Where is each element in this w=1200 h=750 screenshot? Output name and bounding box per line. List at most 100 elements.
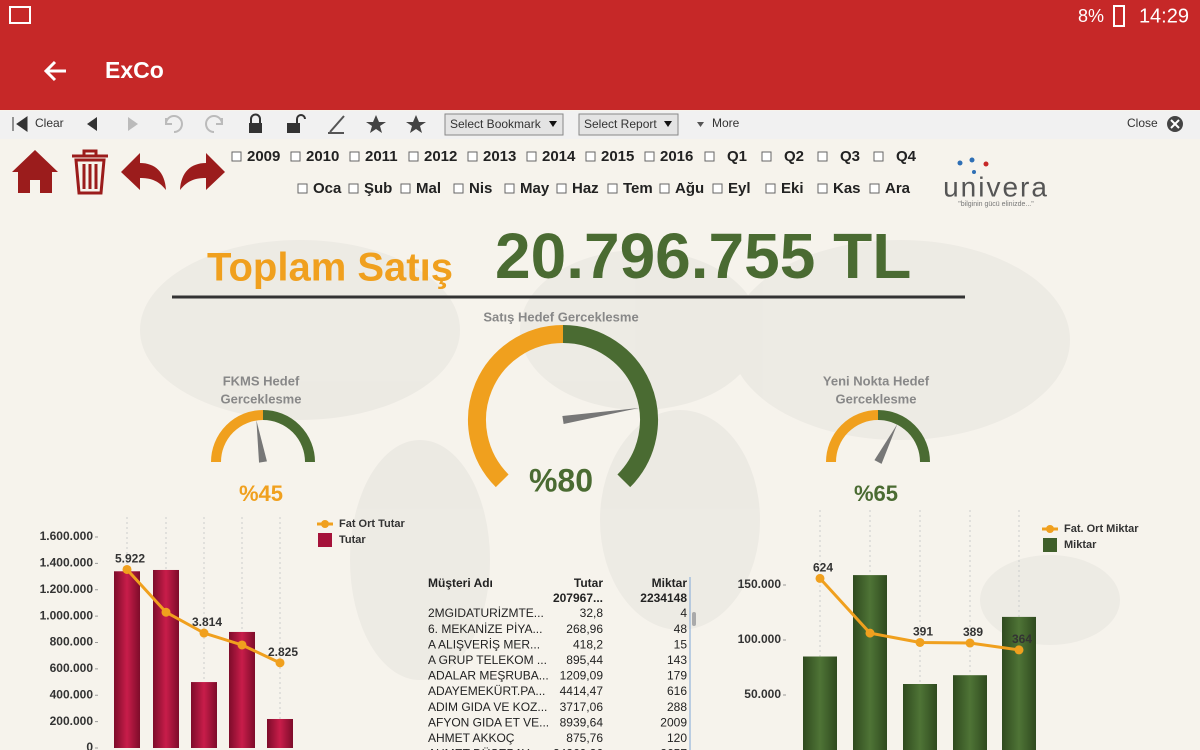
month-option[interactable]: Kas bbox=[833, 180, 861, 197]
month-option[interactable]: May bbox=[520, 180, 550, 197]
month-option[interactable]: Ara bbox=[885, 180, 911, 197]
checkbox[interactable] bbox=[504, 183, 515, 194]
gauge-title: FKMS Hedef bbox=[223, 373, 300, 388]
year-option[interactable]: 2015 bbox=[601, 148, 634, 165]
trash-icon[interactable] bbox=[72, 149, 108, 195]
checkbox[interactable] bbox=[556, 183, 567, 194]
gauge-arc bbox=[826, 410, 879, 463]
month-option[interactable]: Eyl bbox=[728, 180, 751, 197]
battery-text: 8% bbox=[1078, 6, 1104, 26]
checkbox[interactable] bbox=[348, 183, 359, 194]
checkbox[interactable] bbox=[765, 183, 776, 194]
month-option[interactable]: Ağu bbox=[675, 180, 704, 197]
quarter-option[interactable]: Q3 bbox=[840, 148, 860, 165]
logo-dot bbox=[972, 170, 976, 174]
month-option[interactable]: Eki bbox=[781, 180, 804, 197]
year-option[interactable]: 2013 bbox=[483, 148, 516, 165]
line-point bbox=[199, 628, 209, 638]
undo-action[interactable] bbox=[121, 153, 166, 190]
redo-action[interactable] bbox=[180, 153, 225, 190]
year-option[interactable]: 2012 bbox=[424, 148, 457, 165]
table-header: Miktar bbox=[652, 576, 688, 590]
table-total: 2234148 bbox=[640, 591, 687, 605]
month-option[interactable]: Tem bbox=[623, 180, 653, 197]
quarter-option[interactable]: Q2 bbox=[784, 148, 804, 165]
y-tick-label: 400.000 bbox=[50, 687, 94, 701]
year-option[interactable]: 2010 bbox=[306, 148, 339, 165]
checkbox[interactable] bbox=[873, 151, 884, 162]
data-label: 624 bbox=[813, 561, 833, 575]
gauge-title: Yeni Nokta Hedef bbox=[823, 373, 930, 388]
gauge-needle bbox=[874, 424, 898, 464]
checkbox[interactable] bbox=[659, 183, 670, 194]
year-option[interactable]: 2016 bbox=[660, 148, 693, 165]
gallery-icon bbox=[9, 6, 31, 24]
checkbox[interactable] bbox=[290, 151, 301, 162]
checkbox[interactable] bbox=[761, 151, 772, 162]
checkbox[interactable] bbox=[644, 151, 655, 162]
checkbox[interactable] bbox=[607, 183, 618, 194]
checkbox[interactable] bbox=[349, 151, 360, 162]
bar bbox=[803, 656, 837, 750]
bookmark-select[interactable] bbox=[444, 113, 564, 136]
month-option[interactable]: Haz bbox=[572, 180, 599, 197]
close-button[interactable]: Close bbox=[1127, 116, 1158, 130]
checkbox[interactable] bbox=[231, 151, 242, 162]
year-option[interactable]: 2011 bbox=[365, 148, 398, 165]
lock-icon[interactable] bbox=[249, 123, 262, 133]
gauge-arc bbox=[262, 410, 315, 463]
checkbox[interactable] bbox=[585, 151, 596, 162]
bookmarks-icon[interactable] bbox=[406, 115, 426, 133]
table-cell: 418,2 bbox=[573, 637, 603, 651]
home-icon[interactable] bbox=[12, 150, 58, 193]
undo-icon bbox=[165, 115, 183, 133]
data-label: 5.922 bbox=[115, 552, 145, 566]
month-option[interactable]: Mal bbox=[416, 180, 441, 197]
unlock-icon[interactable] bbox=[287, 123, 300, 133]
year-option[interactable]: 2009 bbox=[247, 148, 280, 165]
back-button[interactable] bbox=[43, 60, 66, 82]
report-select[interactable] bbox=[578, 113, 679, 136]
month-option[interactable]: Nis bbox=[469, 180, 492, 197]
gauge-arc bbox=[562, 325, 658, 488]
table-cell: A GRUP TELEKOM ... bbox=[428, 653, 547, 667]
line-point bbox=[1014, 645, 1024, 655]
line-point bbox=[815, 573, 825, 583]
month-option[interactable]: Oca bbox=[313, 180, 342, 197]
table-header: Müşteri Adı bbox=[428, 576, 493, 590]
checkbox[interactable] bbox=[704, 151, 715, 162]
checkbox[interactable] bbox=[817, 151, 828, 162]
quarter-option[interactable]: Q4 bbox=[896, 148, 917, 165]
quarter-option[interactable]: Q1 bbox=[727, 148, 747, 165]
data-label: 364 bbox=[1012, 632, 1032, 646]
clear-icon[interactable] bbox=[12, 116, 28, 132]
logo-dot bbox=[983, 161, 989, 167]
scrollbar[interactable] bbox=[692, 612, 696, 626]
table-cell: 875,76 bbox=[566, 731, 603, 745]
clear-button[interactable]: Clear bbox=[35, 116, 64, 130]
checkbox[interactable] bbox=[400, 183, 411, 194]
legend-label: Miktar bbox=[1064, 539, 1097, 551]
forward-icon bbox=[128, 117, 138, 131]
checkbox[interactable] bbox=[453, 183, 464, 194]
back-icon[interactable] bbox=[87, 117, 97, 131]
year-option[interactable]: 2014 bbox=[542, 148, 576, 165]
month-option[interactable]: Şub bbox=[364, 180, 392, 197]
total-value: 20.796.755 TL bbox=[495, 220, 911, 292]
checkbox[interactable] bbox=[526, 151, 537, 162]
checkbox[interactable] bbox=[712, 183, 723, 194]
gauge-title: Gerceklesme bbox=[836, 391, 917, 406]
more-button[interactable]: More bbox=[712, 116, 740, 130]
checkbox[interactable] bbox=[869, 183, 880, 194]
add-bookmark-icon[interactable] bbox=[366, 115, 386, 133]
checkbox[interactable] bbox=[297, 183, 308, 194]
line-point bbox=[161, 607, 171, 617]
y-tick-label: 1.000.000 bbox=[40, 608, 94, 622]
checkbox[interactable] bbox=[817, 183, 828, 194]
redo-icon bbox=[205, 115, 223, 133]
edit-icon[interactable] bbox=[328, 115, 345, 134]
checkbox[interactable] bbox=[467, 151, 478, 162]
checkbox[interactable] bbox=[408, 151, 419, 162]
gauge-title: Satış Hedef Gerceklesme bbox=[483, 309, 638, 324]
bar bbox=[114, 571, 140, 748]
